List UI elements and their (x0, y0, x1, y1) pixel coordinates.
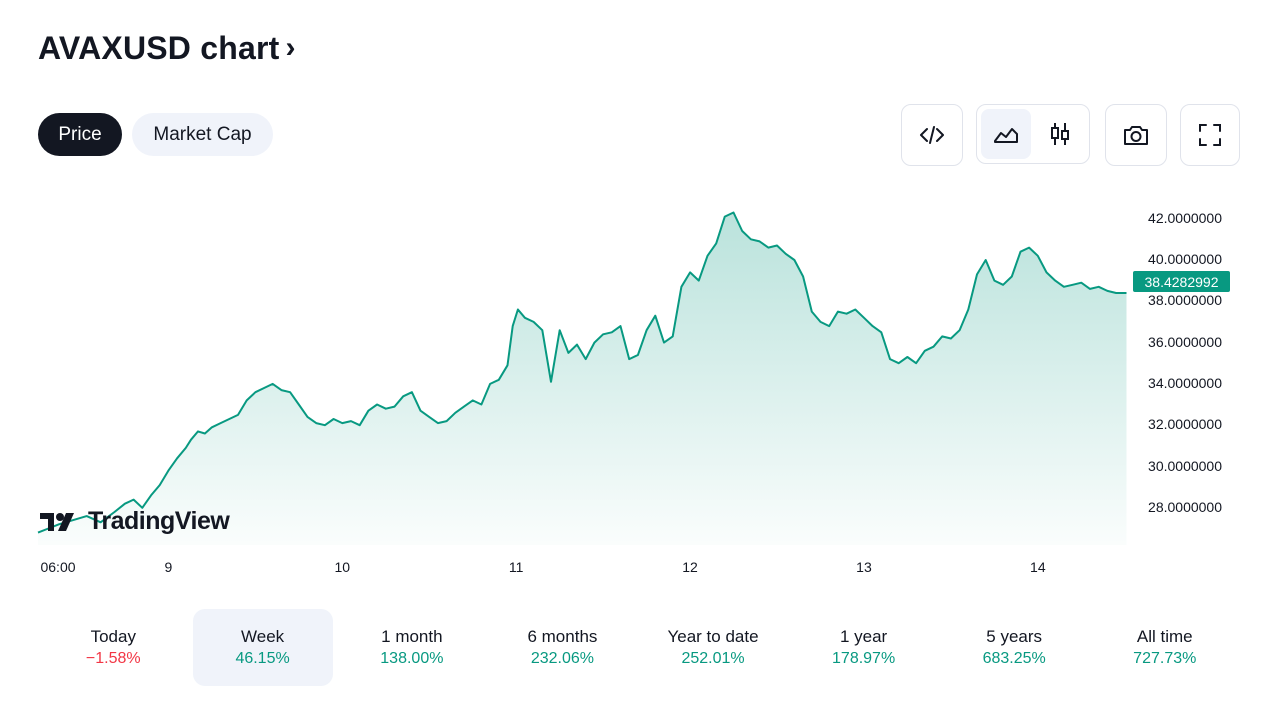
tab-market-cap[interactable]: Market Cap (132, 113, 273, 156)
period-1-month[interactable]: 1 month 138.00% (337, 609, 488, 686)
period-label: 5 years (986, 627, 1043, 646)
period-label: 1 month (381, 627, 443, 646)
x-tick-label: 14 (1030, 559, 1046, 575)
x-tick-label: 9 (164, 559, 173, 575)
x-tick-label: 10 (334, 559, 351, 575)
chevron-right-icon: › (285, 30, 296, 64)
fullscreen-button[interactable] (1180, 104, 1240, 166)
period-week[interactable]: Week 46.15% (192, 609, 333, 686)
snapshot-button[interactable] (1105, 104, 1167, 166)
period-label: 6 months (527, 627, 598, 646)
period-change-value: 683.25% (982, 650, 1046, 667)
period-all-time[interactable]: All time 727.73% (1089, 609, 1240, 686)
x-tick-label: 11 (508, 559, 524, 575)
period-change-value: 178.97% (832, 650, 896, 667)
price-area-fill (38, 212, 1127, 545)
fullscreen-icon (1199, 124, 1221, 146)
price-chart-svg (37, 211, 1127, 545)
last-price-label: 38.4282992 (1133, 271, 1230, 292)
tradingview-logo-text: TradingView (88, 507, 230, 535)
period-label: Week (241, 627, 285, 646)
y-tick-label: 36.0000000 (1148, 333, 1222, 350)
period-change-value: −1.58% (85, 650, 141, 667)
y-tick-label: 40.0000000 (1148, 250, 1222, 267)
period-1-year[interactable]: 1 year 178.97% (788, 609, 939, 686)
tradingview-logo[interactable]: TradingView (38, 507, 230, 536)
period-today[interactable]: Today −1.58% (38, 609, 189, 686)
candlestick-icon (1051, 123, 1069, 145)
period-change-value: 46.15% (235, 650, 290, 667)
x-tick-label: 06:00 (40, 559, 76, 575)
period-selector: Today −1.58% Week 46.15% 1 month 138.00% 6 mon… (38, 609, 1240, 686)
camera-icon (1124, 126, 1148, 145)
y-tick-label: 30.0000000 (1148, 457, 1222, 474)
period-label: Today (90, 627, 136, 646)
period-year-to-date[interactable]: Year to date 252.01% (638, 609, 789, 686)
y-tick-label: 28.0000000 (1148, 498, 1222, 515)
page-title[interactable]: AVAXUSD chart › (38, 30, 296, 67)
area-chart-icon (994, 128, 1018, 143)
tab-price[interactable]: Price (38, 113, 122, 156)
price-line (37, 211, 1127, 534)
price-chart[interactable] (0, 170, 1280, 590)
candlestick-button[interactable] (1035, 109, 1085, 159)
code-icon (920, 126, 944, 144)
period-change-value: 252.01% (681, 650, 745, 667)
period-label: All time (1136, 627, 1193, 646)
period-change-value: 727.73% (1133, 650, 1197, 667)
y-tick-label: 42.0000000 (1148, 209, 1222, 226)
y-tick-label: 32.0000000 (1148, 416, 1222, 433)
page-title-text: AVAXUSD chart (38, 30, 280, 66)
x-tick-label: 13 (856, 559, 872, 575)
period-5-years[interactable]: 5 years 683.25% (939, 609, 1090, 686)
period-change-value: 138.00% (380, 650, 444, 667)
period-change-value: 232.06% (530, 650, 595, 667)
embed-button[interactable] (901, 104, 963, 166)
tradingview-logo-icon (40, 512, 74, 531)
area-chart-button[interactable] (981, 109, 1031, 159)
period-label: 1 year (839, 627, 888, 646)
period-label: Year to date (667, 627, 759, 646)
y-tick-label: 38.0000000 (1148, 292, 1222, 309)
chart-style-toggle (976, 104, 1090, 164)
x-tick-label: 12 (682, 559, 698, 575)
y-tick-label: 34.0000000 (1148, 374, 1222, 391)
period-6-months[interactable]: 6 months 232.06% (487, 609, 638, 686)
